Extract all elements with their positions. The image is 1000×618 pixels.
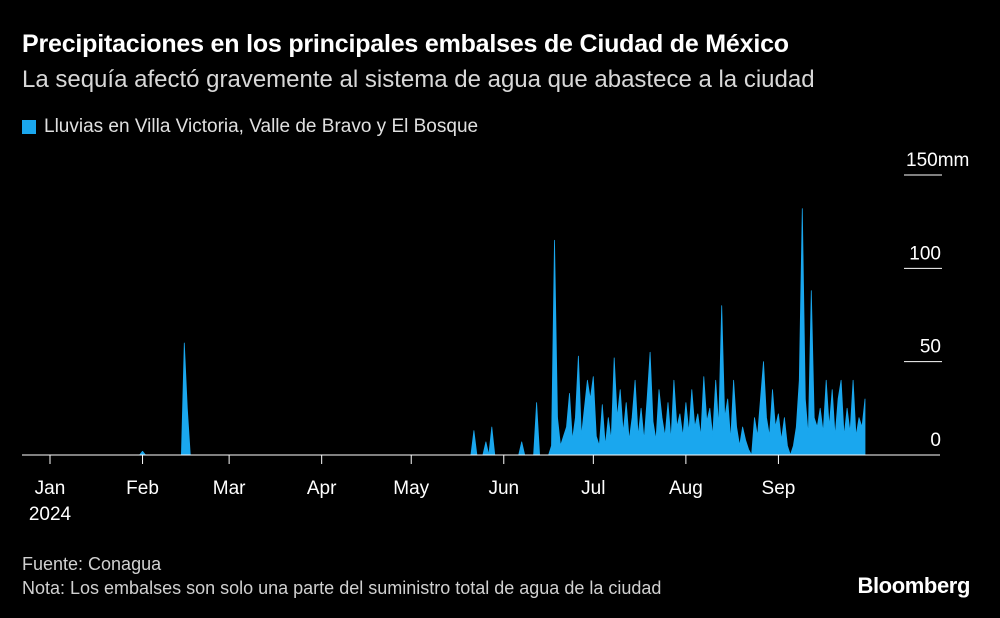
y-tick-label: 150mm bbox=[906, 150, 969, 171]
chart-subtitle: La sequía afectó gravemente al sistema d… bbox=[22, 66, 815, 93]
rainfall-area bbox=[49, 208, 866, 456]
bloomberg-logo: Bloomberg bbox=[857, 573, 970, 598]
legend: Lluvias en Villa Victoria, Valle de Brav… bbox=[22, 116, 478, 138]
x-tick-label: May bbox=[393, 478, 429, 499]
footnote: Nota: Los embalses son solo una parte de… bbox=[22, 578, 662, 598]
chart-title: Precipitaciones en los principales embal… bbox=[22, 30, 789, 58]
legend-label: Lluvias en Villa Victoria, Valle de Brav… bbox=[44, 116, 479, 137]
x-tick-label: Jun bbox=[488, 478, 519, 499]
x-tick-label: Apr bbox=[307, 478, 337, 499]
source-note: Fuente: Conagua bbox=[22, 554, 162, 574]
x-tick-label: Sep bbox=[762, 478, 796, 499]
x-tick-label: Aug bbox=[669, 478, 703, 499]
x-tick-label: Feb bbox=[126, 478, 159, 499]
y-tick-label: 50 bbox=[920, 337, 941, 358]
x-tick-label: Mar bbox=[213, 478, 246, 499]
x-tick-year-label: 2024 bbox=[29, 504, 72, 525]
legend-swatch bbox=[22, 120, 36, 134]
x-tick-label: Jan bbox=[35, 478, 66, 499]
y-tick-label: 100 bbox=[909, 243, 941, 264]
y-unit-label: mm bbox=[938, 150, 970, 171]
x-tick-label: Jul bbox=[581, 478, 605, 499]
y-tick-label: 0 bbox=[930, 430, 941, 451]
